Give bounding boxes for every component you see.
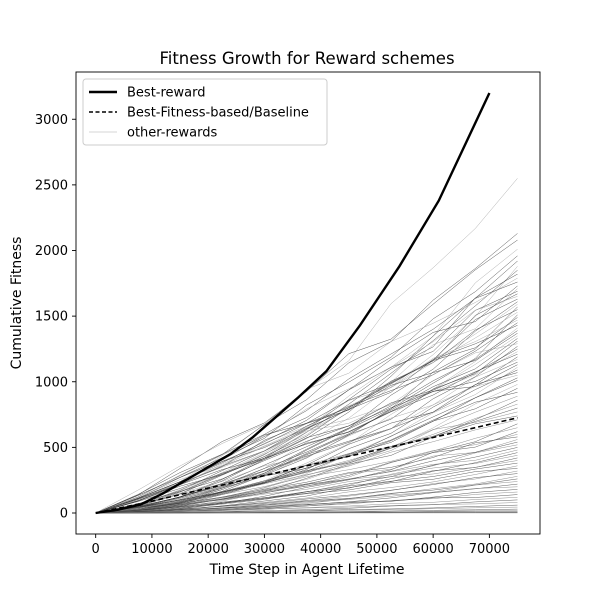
- other-reward-line: [95, 403, 518, 514]
- y-axis-label: Cumulative Fitness: [9, 237, 25, 370]
- other-reward-line: [95, 411, 518, 514]
- y-tick-label: 0: [60, 507, 68, 522]
- other-reward-line: [95, 494, 518, 514]
- other-reward-line: [95, 441, 518, 514]
- x-axis-label: Time Step in Agent Lifetime: [208, 562, 404, 578]
- other-reward-line: [95, 415, 518, 514]
- other-reward-line: [95, 239, 518, 514]
- legend: Best-reward Best-Fitness-based/Baseline ot…: [82, 78, 328, 146]
- x-tick-label: 40000: [300, 542, 341, 557]
- other-reward-line: [95, 380, 518, 514]
- legend-label: Best-reward: [127, 86, 206, 101]
- x-tick-label: 70000: [469, 542, 510, 557]
- other-reward-line: [95, 304, 518, 514]
- y-tick-label: 3000: [35, 113, 68, 128]
- y-tick-label: 1500: [35, 310, 68, 325]
- other-reward-line: [95, 434, 518, 514]
- axes-frame: [75, 71, 541, 535]
- other-reward-line: [95, 322, 518, 514]
- other-reward-line: [95, 338, 518, 514]
- other-reward-line: [95, 296, 518, 514]
- other-reward-line: [95, 348, 518, 514]
- axes: 0 10000 20000 30000 40000 50000 60000 70000 0 500…: [35, 71, 541, 557]
- other-reward-line: [95, 364, 518, 514]
- x-tick-label: 60000: [412, 542, 453, 557]
- other-reward-line: [95, 447, 518, 514]
- other-reward-line: [95, 506, 518, 514]
- other-reward-line: [95, 333, 518, 514]
- other-reward-line: [95, 351, 518, 514]
- chart-title: Fitness Growth for Reward schemes: [159, 49, 454, 68]
- best-reward-line: [95, 92, 491, 515]
- legend-box: [82, 78, 328, 146]
- x-tick-label: 10000: [131, 542, 172, 557]
- other-reward-line: [95, 431, 518, 514]
- y-tick-label: 2000: [35, 244, 68, 259]
- other-reward-line: [95, 281, 518, 514]
- other-reward-line: [95, 502, 518, 514]
- other-reward-line: [95, 374, 518, 514]
- other-reward-line: [95, 460, 518, 514]
- other-reward-line: [95, 273, 518, 514]
- other-reward-line: [95, 481, 518, 514]
- x-tick-label: 30000: [244, 542, 285, 557]
- y-tick-label: 1000: [35, 375, 68, 390]
- other-reward-line: [95, 439, 518, 514]
- legend-label: Best-Fitness-based/Baseline: [127, 106, 309, 121]
- other-reward-line: [95, 468, 518, 514]
- other-reward-line: [95, 288, 518, 514]
- other-reward-line: [95, 395, 518, 514]
- y-tick-label: 500: [43, 441, 68, 456]
- other-reward-line: [95, 290, 518, 514]
- series-group: [95, 92, 518, 515]
- other-reward-line: [95, 359, 518, 514]
- other-reward-line: [95, 455, 518, 514]
- other-reward-line: [95, 372, 518, 514]
- other-reward-line: [95, 293, 518, 514]
- other-reward-line: [95, 486, 518, 514]
- baseline-line: [95, 417, 518, 514]
- other-reward-line: [95, 462, 518, 514]
- other-reward-line: [95, 436, 518, 514]
- x-tick-label: 20000: [187, 542, 228, 557]
- x-tick-label: 0: [92, 542, 100, 557]
- y-tick-label: 2500: [35, 178, 68, 193]
- x-tick-label: 50000: [356, 542, 397, 557]
- other-reward-line: [95, 457, 518, 514]
- other-reward-line: [95, 298, 518, 514]
- legend-label: other-rewards: [127, 126, 218, 141]
- plot-area: [95, 92, 518, 515]
- other-reward-line: [95, 497, 518, 514]
